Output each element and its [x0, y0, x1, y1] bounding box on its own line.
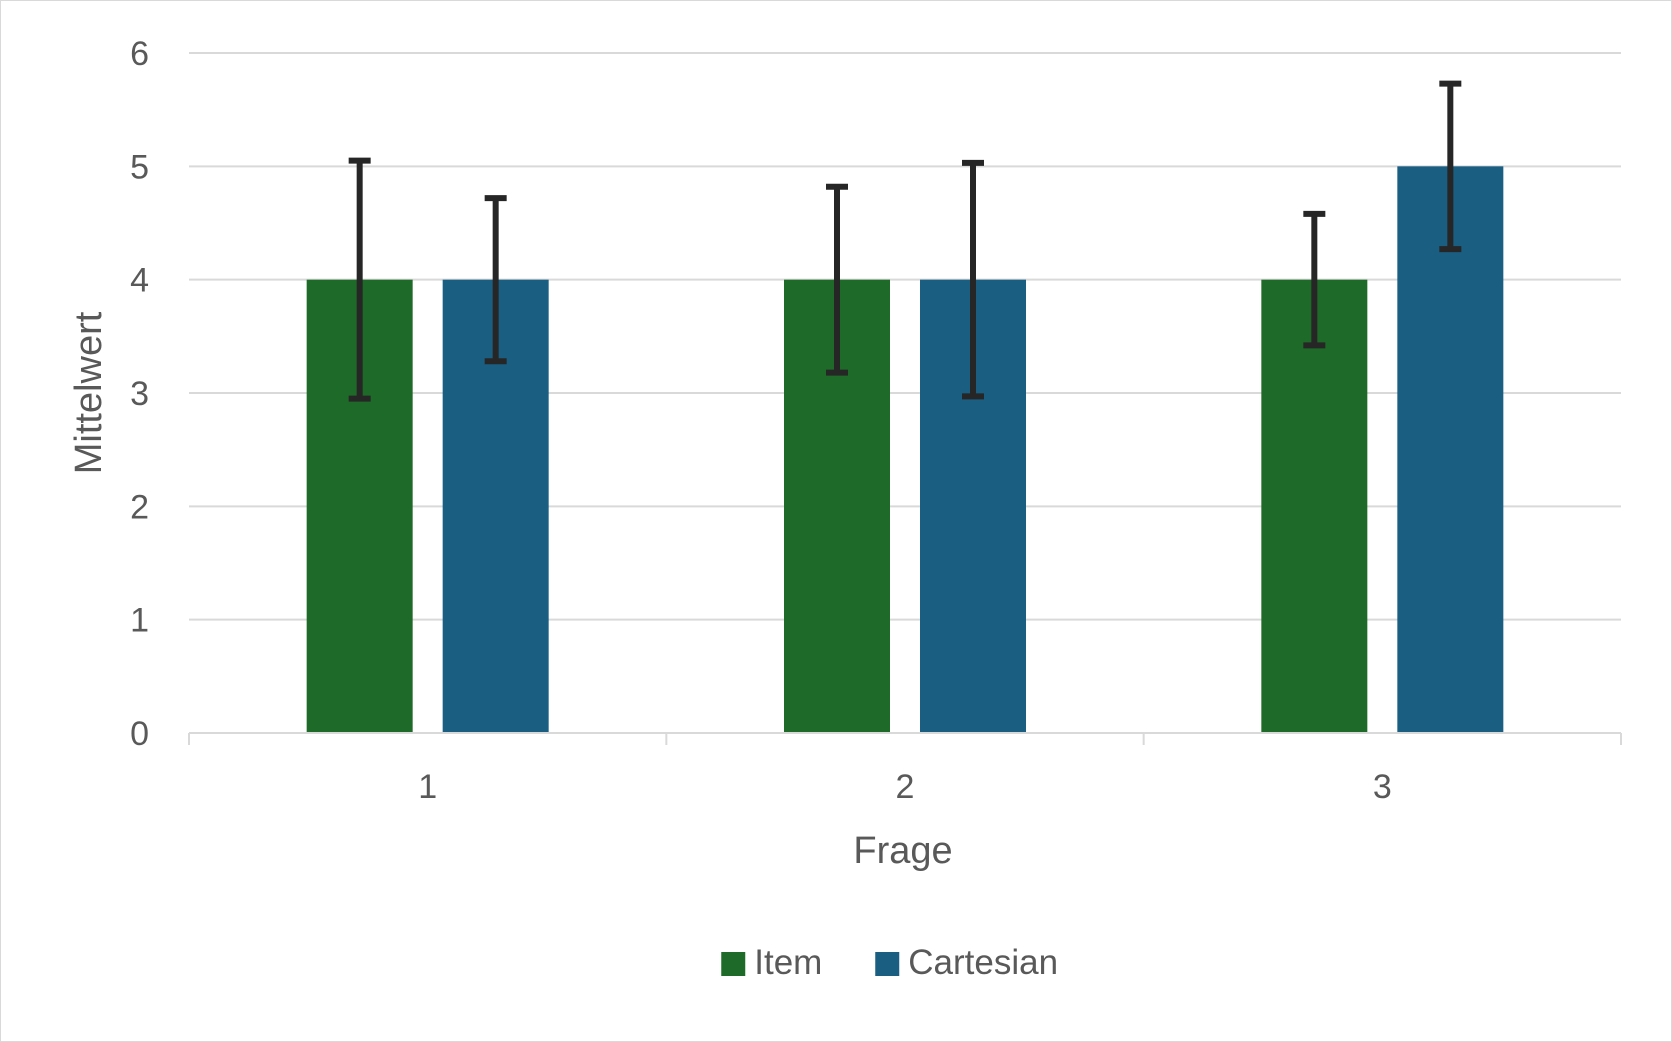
x-axis-title: Frage — [853, 830, 952, 872]
y-tick-label: 0 — [130, 715, 149, 753]
y-tick-label: 5 — [130, 148, 149, 186]
y-tick-label: 1 — [130, 602, 149, 640]
x-tick-label: 3 — [1373, 768, 1392, 806]
legend-label-item: Item — [754, 943, 822, 982]
y-tick-label: 4 — [130, 262, 149, 300]
y-tick-label: 2 — [130, 488, 149, 526]
y-axis-ticks: 0 1 2 3 4 5 6 — [130, 35, 149, 753]
error-bars — [348, 80, 1462, 402]
legend: Item Cartesian — [721, 943, 1058, 982]
y-tick-label: 6 — [130, 35, 149, 73]
x-axis — [188, 732, 1622, 745]
x-tick-label: 1 — [418, 768, 437, 806]
y-axis-title: Mittelwert — [68, 311, 110, 474]
legend-swatch-item — [721, 952, 746, 976]
x-axis-ticks: 1 2 3 — [418, 768, 1392, 806]
legend-swatch-cartesian — [875, 952, 900, 976]
y-tick-label: 3 — [130, 375, 149, 413]
bars — [306, 166, 1504, 734]
gridlines — [189, 52, 1621, 621]
x-tick-label: 2 — [896, 768, 915, 806]
bar-item-3 — [1261, 279, 1368, 733]
legend-label-cartesian: Cartesian — [908, 943, 1058, 982]
bar-cartesian-3 — [1397, 166, 1504, 734]
